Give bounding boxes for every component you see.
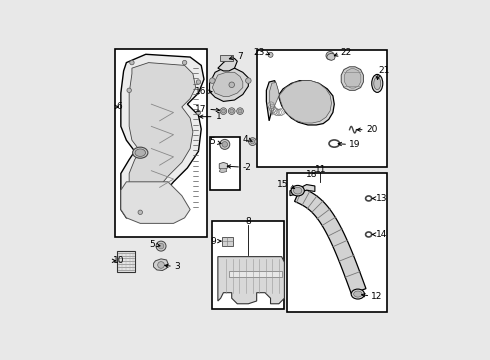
Text: 13: 13 xyxy=(376,194,388,203)
Ellipse shape xyxy=(294,187,302,194)
Circle shape xyxy=(250,139,255,144)
Ellipse shape xyxy=(372,75,383,93)
Polygon shape xyxy=(212,72,243,96)
Circle shape xyxy=(196,110,201,115)
Circle shape xyxy=(196,80,201,84)
Text: 15: 15 xyxy=(276,180,288,189)
Bar xyxy=(222,237,233,246)
Circle shape xyxy=(237,108,244,114)
Circle shape xyxy=(182,60,187,65)
Text: 4: 4 xyxy=(243,135,248,144)
Circle shape xyxy=(228,108,235,114)
Circle shape xyxy=(268,52,273,57)
Circle shape xyxy=(326,51,334,60)
Circle shape xyxy=(221,109,225,113)
Circle shape xyxy=(210,78,215,84)
Ellipse shape xyxy=(354,291,362,297)
Bar xyxy=(257,50,387,167)
Text: 16: 16 xyxy=(196,87,207,96)
Polygon shape xyxy=(121,182,190,223)
Ellipse shape xyxy=(374,77,381,90)
Polygon shape xyxy=(219,162,227,170)
Polygon shape xyxy=(344,69,361,88)
Ellipse shape xyxy=(135,149,146,157)
Bar xyxy=(287,174,387,312)
Bar xyxy=(210,138,240,190)
Polygon shape xyxy=(326,53,335,60)
Text: 9: 9 xyxy=(210,237,216,246)
Circle shape xyxy=(127,88,131,93)
Circle shape xyxy=(248,138,256,145)
Bar xyxy=(212,221,284,309)
Text: 6: 6 xyxy=(116,103,122,112)
Text: 5: 5 xyxy=(149,240,155,249)
Polygon shape xyxy=(270,81,332,123)
Text: 11: 11 xyxy=(315,165,326,174)
Polygon shape xyxy=(267,81,334,125)
Text: 20: 20 xyxy=(366,125,377,134)
Circle shape xyxy=(156,241,166,251)
Text: 17: 17 xyxy=(196,105,207,114)
Text: 23: 23 xyxy=(253,48,265,57)
Bar xyxy=(220,55,233,61)
Polygon shape xyxy=(129,63,196,210)
Circle shape xyxy=(158,243,164,249)
Polygon shape xyxy=(290,185,315,195)
Circle shape xyxy=(130,60,134,65)
Text: 7: 7 xyxy=(237,52,243,61)
Bar xyxy=(115,49,207,237)
Ellipse shape xyxy=(291,185,304,196)
Text: 1: 1 xyxy=(216,112,221,121)
Circle shape xyxy=(138,210,143,215)
Polygon shape xyxy=(219,168,227,173)
Circle shape xyxy=(238,109,242,113)
Circle shape xyxy=(222,141,227,147)
Polygon shape xyxy=(218,58,237,71)
Text: 22: 22 xyxy=(341,48,352,57)
Polygon shape xyxy=(121,54,204,218)
Ellipse shape xyxy=(133,147,148,158)
Bar xyxy=(117,251,135,272)
Text: 21: 21 xyxy=(379,66,390,75)
Text: 18: 18 xyxy=(306,170,318,179)
Polygon shape xyxy=(341,67,364,90)
Text: 14: 14 xyxy=(376,230,388,239)
Text: 8: 8 xyxy=(245,217,251,226)
Bar xyxy=(229,270,282,278)
Polygon shape xyxy=(218,257,284,304)
Ellipse shape xyxy=(351,289,365,299)
Circle shape xyxy=(158,262,164,268)
Text: 12: 12 xyxy=(371,292,383,301)
Text: 5: 5 xyxy=(209,137,215,146)
Circle shape xyxy=(245,78,251,84)
Polygon shape xyxy=(294,187,366,294)
Polygon shape xyxy=(153,259,168,270)
Circle shape xyxy=(220,108,227,114)
Circle shape xyxy=(220,139,230,149)
Text: 10: 10 xyxy=(113,256,124,265)
Circle shape xyxy=(230,109,234,113)
Circle shape xyxy=(229,82,235,87)
Text: 3: 3 xyxy=(174,262,180,271)
Text: 19: 19 xyxy=(349,140,361,149)
Text: -2: -2 xyxy=(242,163,251,172)
Polygon shape xyxy=(210,68,248,102)
